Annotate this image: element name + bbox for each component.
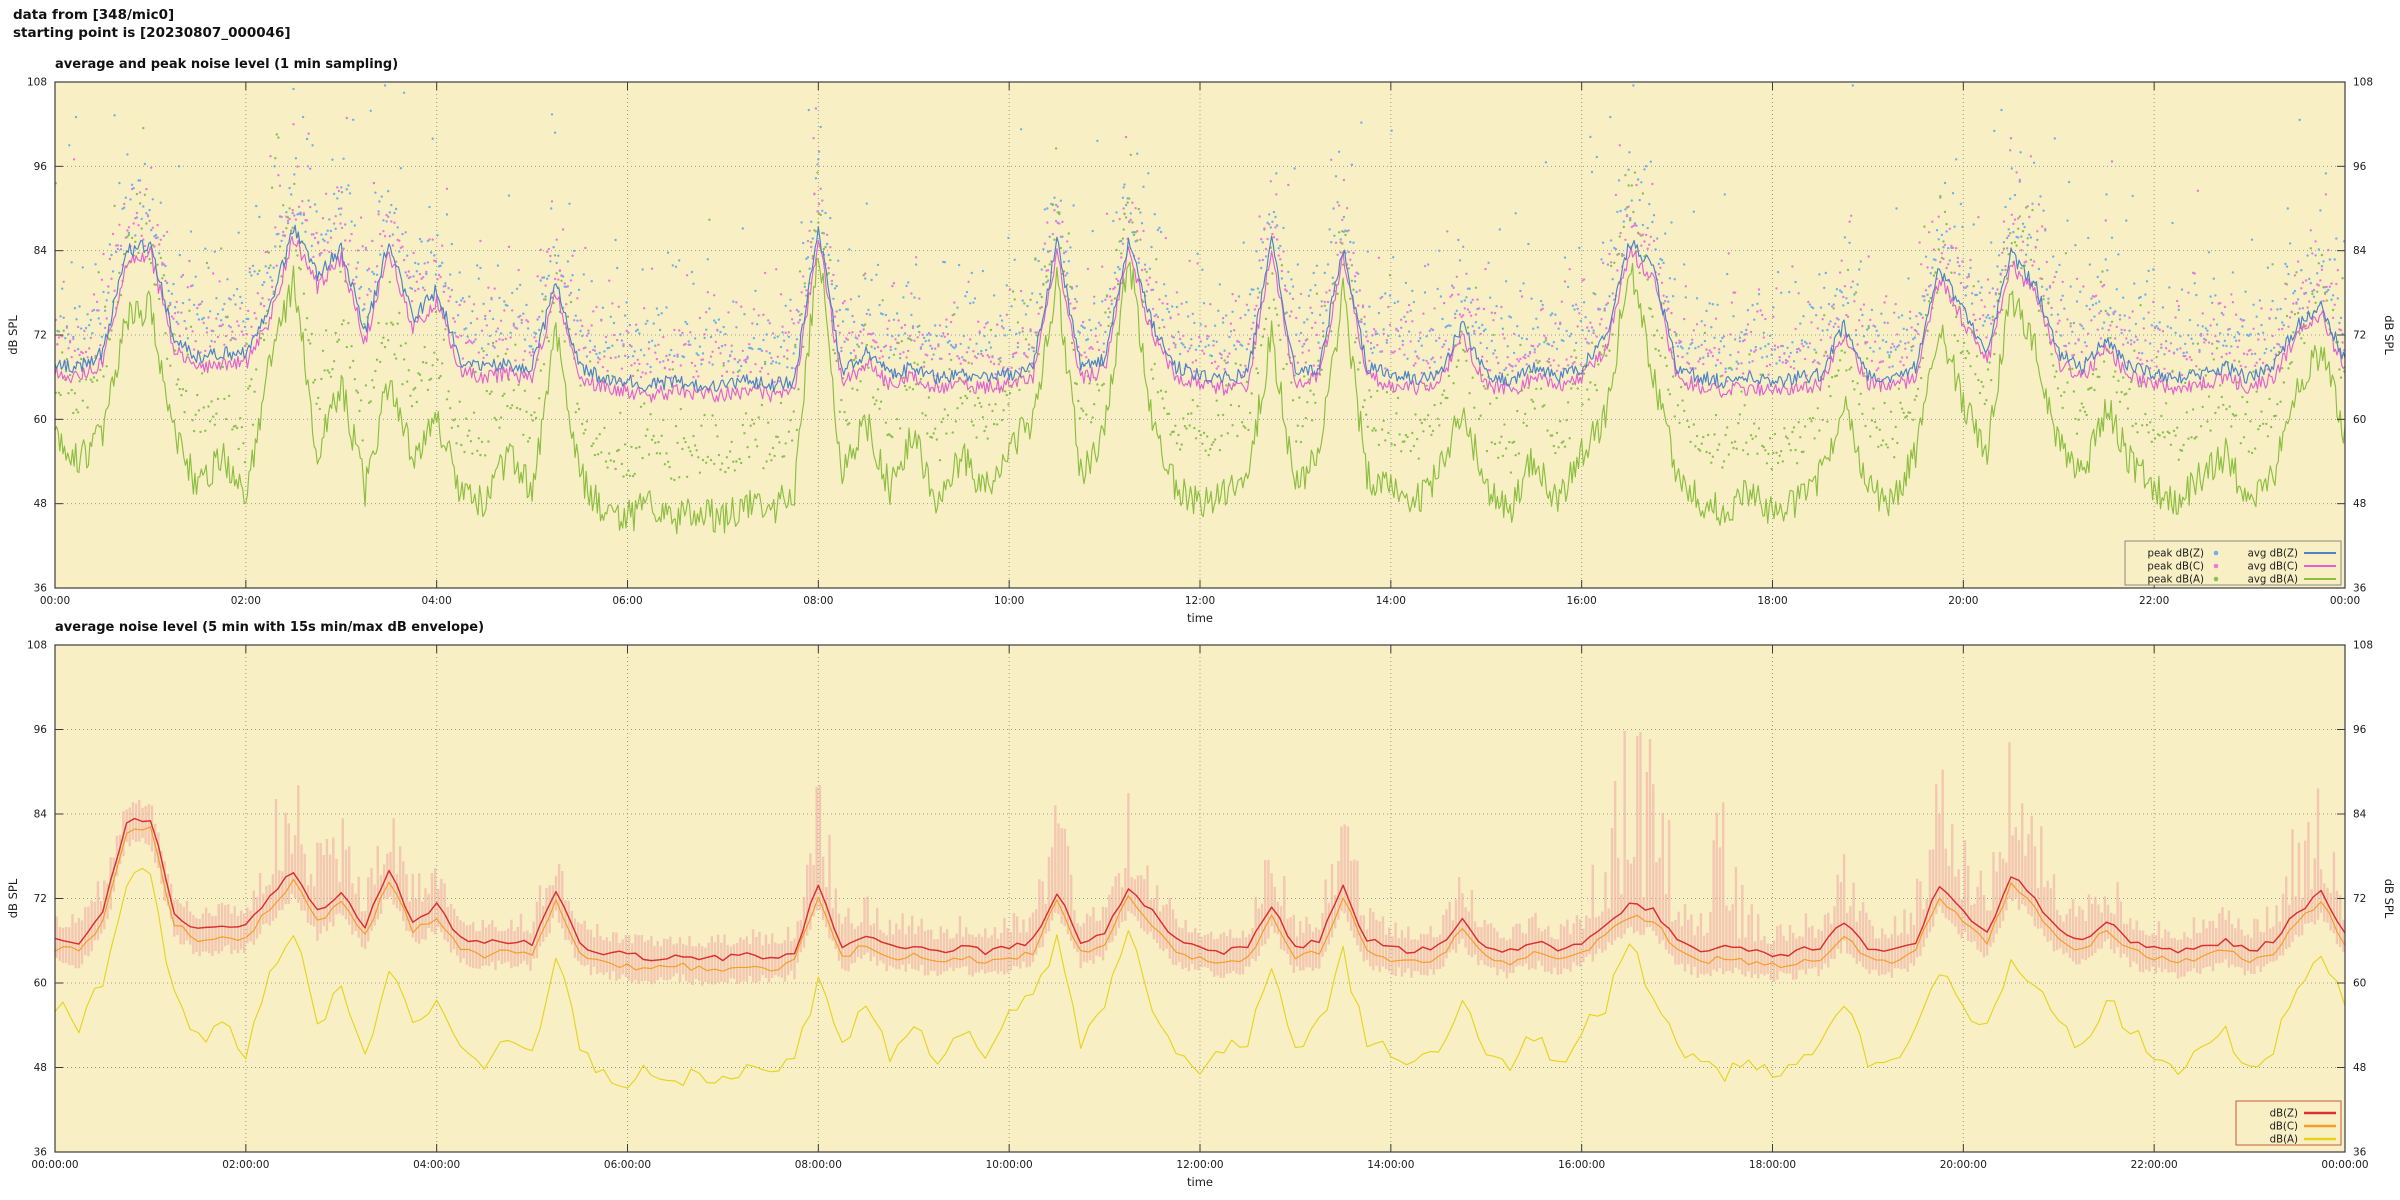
y-tick-label-left: 96 [34,724,48,736]
line-avg_dBA [54,257,2346,535]
legend-box [2235,1100,2342,1146]
y-tick-label-left: 60 [34,414,47,426]
x-tick-label: 12:00 [1185,595,1215,607]
x-tick-label: 12:00:00 [1176,1159,1223,1171]
x-tick-label: 00:00:00 [2321,1159,2368,1171]
y-axis-label-left: dB SPL [6,315,20,355]
line-dBZ [54,817,2346,962]
y-tick-label-right: 96 [2353,724,2367,736]
x-tick-label: 16:00 [1567,595,1597,607]
legend-label: avg dB(A) [2248,575,2298,586]
chart1-title: average and peak noise level (1 min samp… [55,57,399,72]
y-tick-label-right: 60 [2353,414,2366,426]
y-tick-label-left: 72 [34,893,47,905]
line-dBA [54,867,2346,1089]
line-dBC [54,826,2346,972]
y-tick-label-right: 60 [2353,978,2366,990]
x-tick-label: 02:00 [231,595,261,607]
line-avg_dBZ [54,224,2346,393]
x-tick-label: 08:00 [803,595,833,607]
y-tick-label-left: 48 [34,1062,47,1074]
legend-label: dB(A) [2270,1135,2298,1146]
x-tick-label: 10:00 [994,595,1024,607]
x-tick-label: 00:00 [2330,595,2360,607]
y-tick-label-right: 84 [2353,245,2367,257]
y-axis-label-left: dB SPL [6,878,20,918]
scatter-peak_dBZ [54,84,2346,373]
x-tick-label: 16:00:00 [1558,1159,1605,1171]
header-line-1: data from [348/mic0] [13,7,175,23]
legend-label: dB(Z) [2270,1109,2298,1120]
y-tick-label-right: 48 [2353,498,2366,510]
y-tick-label-left: 108 [27,77,47,89]
x-tick-label: 22:00:00 [2131,1159,2178,1171]
y-tick-label-right: 84 [2353,809,2367,821]
y-tick-label-left: 108 [27,640,47,652]
header-line-2: starting point is [20230807_000046] [13,25,291,41]
y-tick-label-right: 48 [2353,1062,2366,1074]
x-tick-label: 18:00 [1757,595,1787,607]
y-axis-label-right: dB SPL [2382,315,2396,355]
y-tick-label-left: 84 [34,809,48,821]
legend-box [2124,540,2342,586]
x-tick-label: 06:00 [612,595,642,607]
x-tick-label: 00:00 [40,595,70,607]
chart2-title: average noise level (5 min with 15s min/… [55,620,485,635]
x-tick-label: 18:00:00 [1749,1159,1796,1171]
x-tick-label: 06:00:00 [604,1159,651,1171]
x-tick-label: 04:00:00 [413,1159,460,1171]
x-tick-label: 22:00 [2139,595,2169,607]
y-tick-label-right: 36 [2353,583,2367,595]
x-tick-label: 08:00:00 [795,1159,842,1171]
y-axis-label-right: dB SPL [2382,879,2396,919]
x-axis-label: time [1187,611,1213,625]
x-tick-label: 20:00:00 [1940,1159,1987,1171]
y-tick-label-right: 36 [2353,1147,2367,1159]
legend-label: peak dB(A) [2148,575,2205,586]
y-tick-label-right: 72 [2353,893,2366,905]
x-axis-label: time [1187,1175,1213,1189]
y-tick-label-left: 48 [34,498,47,510]
x-tick-label: 00:00:00 [31,1159,78,1171]
legend-label: peak dB(C) [2147,562,2204,573]
legend-label: dB(C) [2269,1122,2298,1133]
y-tick-label-right: 72 [2353,330,2366,342]
legend-label: peak dB(Z) [2148,549,2205,560]
y-tick-label-right: 96 [2353,161,2367,173]
x-tick-label: 02:00:00 [222,1159,269,1171]
y-tick-label-left: 96 [34,161,48,173]
y-tick-label-left: 60 [34,978,47,990]
x-tick-label: 20:00 [1948,595,1978,607]
y-tick-label-left: 36 [34,1147,48,1159]
x-tick-label: 14:00:00 [1367,1159,1414,1171]
legend-label: avg dB(C) [2248,562,2299,573]
y-tick-label-left: 84 [34,245,48,257]
y-tick-label-left: 36 [34,583,48,595]
y-tick-label-left: 72 [34,330,47,342]
y-tick-label-right: 108 [2353,640,2373,652]
y-tick-label-right: 108 [2353,77,2373,89]
x-tick-label: 04:00 [422,595,452,607]
legend-label: avg dB(Z) [2248,549,2298,560]
x-tick-label: 10:00:00 [986,1159,1033,1171]
x-tick-label: 14:00 [1376,595,1406,607]
